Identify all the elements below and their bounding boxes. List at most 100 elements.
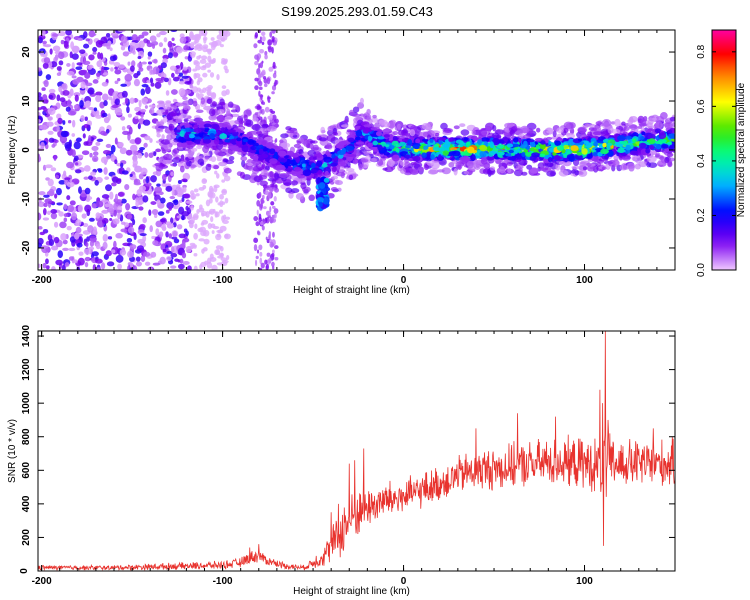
heatmap-cell	[181, 196, 185, 203]
heatmap-cell	[264, 259, 268, 265]
heatmap-cell	[141, 61, 147, 65]
heatmap-cell	[258, 204, 263, 208]
heatmap-cell	[271, 249, 275, 254]
heatmap-cell	[100, 130, 107, 136]
heatmap-cell	[273, 196, 277, 202]
heatmap-cell	[552, 130, 557, 138]
colorbar-tick-label-1: 0.2	[696, 208, 707, 222]
heatmap-cell	[489, 166, 496, 171]
heatmap-cell	[127, 113, 132, 118]
heatmap-cell	[182, 172, 191, 181]
heatmap-cell	[87, 65, 93, 70]
heatmap-cell	[221, 190, 227, 194]
heatmap-cell	[135, 111, 142, 116]
heatmap-cell	[102, 233, 109, 242]
heatmap-cell	[554, 140, 562, 146]
heatmap-cell	[585, 142, 593, 148]
heatmap-cell	[284, 160, 294, 165]
heatmap-cell	[43, 107, 48, 112]
heatmap-cell	[408, 157, 414, 162]
heatmap-cell	[440, 122, 448, 130]
heatmap-cell	[634, 163, 641, 170]
heatmap-cell	[144, 105, 148, 109]
heatmap-cell	[102, 93, 109, 101]
heatmap-cell	[570, 169, 576, 174]
heatmap-cell	[224, 197, 229, 204]
heatmap-cell	[529, 167, 539, 175]
heatmap-cell	[152, 240, 159, 246]
heatmap-cell	[343, 119, 349, 124]
heatmap-cell	[96, 60, 103, 68]
heatmap-cell	[335, 180, 343, 186]
heatmap-cell	[115, 178, 122, 184]
heatmap-cell	[571, 165, 581, 170]
heatmap-cell	[50, 167, 57, 172]
heatmap-cell	[265, 210, 271, 217]
heatmap-cell	[417, 166, 425, 172]
heatmap-cell	[404, 154, 411, 159]
heatmap-cell	[271, 205, 276, 209]
heatmap-cell	[74, 94, 79, 102]
heatmap-cell	[60, 233, 67, 241]
heatmap-cell	[172, 98, 177, 103]
heatmap-cell	[218, 30, 225, 35]
heatmap-cell	[253, 43, 258, 49]
heatmap-cell	[614, 161, 620, 165]
heatmap-cell	[169, 105, 178, 110]
heatmap-cell	[592, 131, 603, 136]
heatmap-cell	[247, 139, 255, 145]
heatmap-cell	[383, 151, 390, 156]
heatmap-cell	[577, 126, 588, 134]
heatmap-cell	[88, 217, 95, 222]
heatmap-cell	[73, 92, 81, 97]
heatmap-cell	[72, 78, 80, 85]
heatmap-cell	[316, 153, 323, 158]
heatmap-cell	[607, 125, 614, 134]
heatmap-cell	[193, 60, 199, 65]
heatmap-cell	[142, 217, 147, 224]
heatmap-cell	[125, 149, 133, 156]
heatmap-cell	[193, 232, 198, 240]
heatmap-cell	[257, 39, 263, 44]
heatmap-cell	[114, 137, 118, 145]
heatmap-cell	[210, 223, 216, 229]
heatmap-cell	[268, 39, 273, 46]
heatmap-cell	[513, 137, 519, 143]
heatmap-cell	[478, 129, 488, 137]
heatmap-cell	[212, 208, 216, 214]
heatmap-cell	[58, 85, 63, 93]
heatmap-cell	[217, 108, 225, 115]
heatmap-cell	[175, 156, 180, 161]
heatmap-cell	[114, 159, 118, 165]
heatmap-cell	[214, 148, 223, 156]
heatmap-cell	[113, 209, 117, 217]
heatmap-cell	[254, 77, 259, 82]
x-tick-label-0-1: -100	[213, 275, 233, 286]
heatmap-cell	[539, 166, 546, 172]
heatmap-cell	[126, 106, 130, 114]
heatmap-cell	[260, 262, 265, 269]
heatmap-cell	[63, 213, 69, 218]
heatmap-cell	[180, 113, 189, 119]
heatmap-cell	[309, 140, 316, 144]
heatmap-cell	[219, 225, 227, 232]
heatmap-cell	[172, 76, 180, 82]
heatmap-cell	[202, 127, 211, 132]
heatmap-cell	[634, 155, 642, 164]
heatmap-cell	[486, 155, 495, 161]
heatmap-cell	[125, 202, 131, 211]
heatmap-cell	[224, 68, 229, 74]
heatmap-cell	[183, 193, 191, 199]
heatmap-cell	[377, 136, 385, 140]
heatmap-cell	[84, 256, 91, 262]
heatmap-cell	[203, 238, 210, 245]
heatmap-cell	[160, 139, 171, 145]
heatmap-cell	[193, 265, 198, 270]
heatmap-cell	[75, 169, 82, 174]
heatmap-cell	[459, 140, 464, 148]
heatmap-cell	[145, 86, 151, 95]
heatmap-cell	[193, 128, 202, 134]
heatmap-cell	[105, 184, 112, 192]
heatmap-cell	[145, 182, 152, 187]
heatmap-cell	[322, 197, 329, 205]
